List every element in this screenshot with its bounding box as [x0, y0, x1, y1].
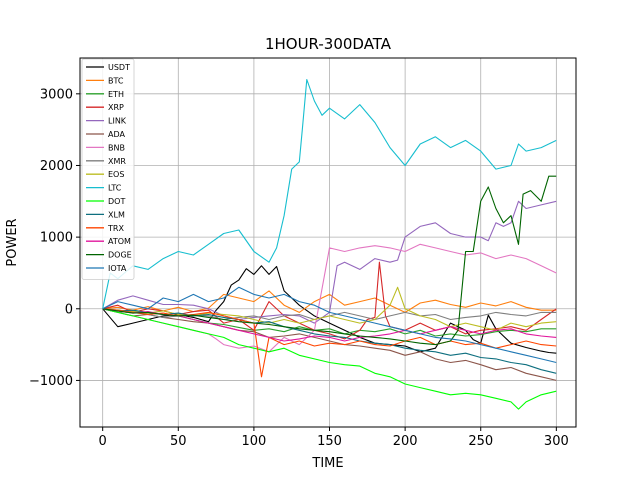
- x-tick-label: 300: [544, 434, 569, 449]
- y-axis-label: POWER: [5, 218, 20, 266]
- series-line-iota: [102, 286, 557, 364]
- x-tick-label: 0: [99, 434, 107, 449]
- series-line-ada: [102, 308, 557, 381]
- legend-label: DOGE: [108, 251, 132, 260]
- x-tick-label: 100: [241, 434, 266, 449]
- legend-label: BTC: [108, 76, 124, 85]
- y-tick-label: 1000: [40, 231, 73, 246]
- series-line-btc: [102, 290, 557, 313]
- legend-label: IOTA: [108, 264, 127, 273]
- legend-label: LINK: [108, 117, 127, 126]
- series-line-doge: [102, 175, 557, 346]
- x-axis-ticks: 0 50 100 150 200 250 300: [99, 427, 569, 449]
- series-line-usdt: [102, 265, 557, 354]
- legend: USDT BTC ETH XRP LINK ADA BNB XMR EOS LTC DOT XLM TR…: [81, 58, 135, 280]
- legend-label: EOS: [108, 170, 124, 179]
- series-line-link: [102, 200, 557, 324]
- x-axis-label: TIME: [311, 456, 343, 471]
- y-tick-label: 3000: [40, 87, 73, 102]
- legend-label: BNB: [108, 143, 125, 152]
- x-tick-label: 50: [170, 434, 187, 449]
- legend-label: TRX: [107, 224, 124, 233]
- legend-label: ADA: [108, 130, 125, 139]
- legend-label: DOT: [108, 197, 125, 206]
- plot-frame: [79, 57, 577, 428]
- series-line-eos: [102, 286, 557, 331]
- legend-label: LTC: [108, 184, 122, 193]
- x-tick-label: 150: [317, 434, 342, 449]
- chart-title: 1HOUR-300DATA: [265, 35, 392, 53]
- series-line-xlm: [102, 308, 557, 374]
- plot-area: [80, 58, 576, 427]
- legend-label: XMR: [108, 157, 126, 166]
- legend-label: ETH: [108, 90, 124, 99]
- y-tick-label: 2000: [40, 159, 73, 174]
- legend-label: USDT: [108, 63, 130, 72]
- series-lines: [102, 78, 557, 410]
- y-tick-label: −1000: [29, 374, 73, 389]
- x-tick-label: 250: [468, 434, 493, 449]
- series-line-ltc: [102, 78, 557, 309]
- y-axis-ticks: −1000 0 1000 2000 3000: [29, 87, 80, 389]
- series-line-dot: [102, 308, 557, 410]
- legend-box: [81, 58, 135, 280]
- legend-label: ATOM: [108, 237, 131, 246]
- legend-label: XRP: [108, 103, 124, 112]
- y-tick-label: 0: [65, 302, 73, 317]
- x-tick-label: 200: [393, 434, 418, 449]
- legend-label: XLM: [108, 210, 125, 219]
